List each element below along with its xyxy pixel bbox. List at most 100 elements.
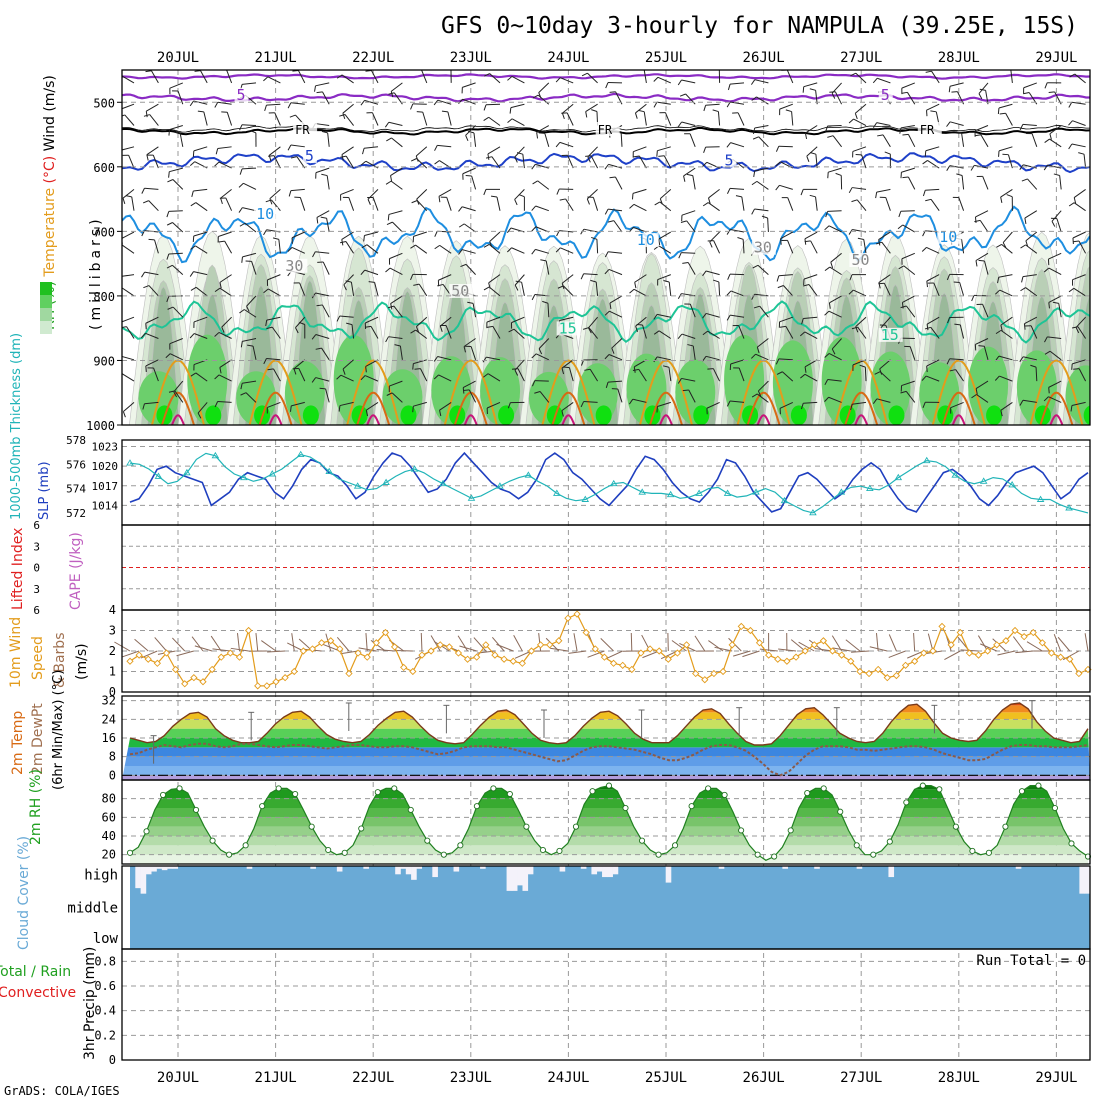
wind-barb-flag xyxy=(220,197,223,204)
wind-barb-flag xyxy=(1006,194,1013,198)
contour-label-bg xyxy=(595,121,620,136)
wind-speed-marker xyxy=(865,669,873,678)
wind-speed-marker xyxy=(436,641,444,649)
wind-barb-flag xyxy=(682,261,689,264)
wind-barb xyxy=(273,368,281,382)
wind-barb xyxy=(463,338,476,347)
wind-barb-flag xyxy=(726,229,731,235)
wind-barb xyxy=(473,132,477,147)
wind-barb xyxy=(1002,231,1013,243)
contour-plus15 xyxy=(122,300,1090,344)
wind-barb xyxy=(266,103,281,106)
wind-barb-flag xyxy=(586,198,590,205)
wind-barb xyxy=(810,240,818,254)
wind-barb xyxy=(521,282,525,297)
rh-bright-blob xyxy=(986,405,1003,425)
wind-barb-flag xyxy=(726,142,732,148)
wind-barb xyxy=(1058,303,1062,318)
wind-barb xyxy=(901,82,915,89)
cloud-high-clear xyxy=(405,866,412,875)
wind-barb-flag xyxy=(757,390,762,397)
wind-barb-flag xyxy=(412,363,414,370)
wind-barb-flag xyxy=(848,229,853,235)
wind-barb xyxy=(291,401,305,407)
wind-barb xyxy=(804,331,818,339)
wind-barb xyxy=(778,274,793,277)
wind-barb-flag xyxy=(320,216,327,219)
wind-barb-flag xyxy=(677,293,682,299)
rh-swatch xyxy=(40,321,52,334)
rh-marker xyxy=(886,838,893,845)
wind-barb-flag xyxy=(316,91,323,94)
wind-barb xyxy=(274,112,281,126)
wind-speed-marker xyxy=(974,651,983,659)
y-tick-label: 500 xyxy=(93,96,115,110)
wind10-barb xyxy=(340,650,359,655)
wind-barb xyxy=(122,355,135,361)
wind-barb xyxy=(931,70,940,84)
wind-barb-flag xyxy=(561,368,565,375)
wind-barb-flag xyxy=(514,369,519,376)
wind-barb xyxy=(909,346,916,360)
wind-barb-flag xyxy=(702,161,708,167)
wind-barb xyxy=(122,373,135,382)
wind-barb-flag xyxy=(926,324,929,331)
wind-barb xyxy=(1025,287,1038,297)
wind-barb-flag xyxy=(386,221,393,226)
wind-speed-marker xyxy=(673,649,682,657)
wind-barb-flag xyxy=(663,279,670,283)
wind-speed-marker xyxy=(336,645,344,653)
wind-barb-flag xyxy=(342,113,346,120)
wind-speed-marker xyxy=(920,649,928,657)
wind-barb xyxy=(738,367,745,382)
cloud-level-label: low xyxy=(93,931,119,947)
wind-barb xyxy=(1031,133,1038,147)
wind-barb xyxy=(692,175,696,190)
wind-barb xyxy=(122,146,135,151)
wind-barb-flag xyxy=(775,161,781,167)
rh-marker xyxy=(572,823,580,830)
wind-barb-flag xyxy=(1068,287,1075,293)
contour-minus5 xyxy=(122,92,1090,103)
wind-barb-flag xyxy=(483,243,490,248)
wind-speed-marker xyxy=(609,659,618,667)
wind10-barb xyxy=(642,650,660,659)
wind-barb xyxy=(462,98,476,105)
thickness-marker xyxy=(951,471,960,478)
wind-barb xyxy=(975,380,989,389)
wind-barb-flag xyxy=(953,281,960,283)
wind-barb-flag xyxy=(653,356,658,363)
wind-barb xyxy=(372,197,379,211)
wind-barb xyxy=(634,274,647,283)
wind-barb xyxy=(782,371,794,382)
wind-barb xyxy=(1083,154,1087,169)
cape-tick-label: 3 xyxy=(33,540,40,553)
wind-barb xyxy=(804,231,818,240)
wind-barb xyxy=(1022,274,1037,278)
rh-marker xyxy=(193,806,200,813)
wind10-barb xyxy=(1053,633,1062,652)
wind-barb xyxy=(535,353,550,361)
wind-barb-flag xyxy=(197,412,202,419)
cape-tick-label: 0 xyxy=(33,562,40,575)
wind-barb-flag xyxy=(465,174,472,177)
wind-speed-marker xyxy=(911,657,919,665)
wind-barb xyxy=(487,373,501,382)
wind10-barb xyxy=(261,640,277,652)
wind-barb xyxy=(730,290,745,297)
wind-barb-flag xyxy=(145,70,152,73)
wind-barb xyxy=(218,161,232,169)
wind-barb xyxy=(876,188,891,193)
wind-barb xyxy=(1072,231,1086,239)
rh-axis-label: 2m RH (%) xyxy=(28,769,44,845)
day-label-bottom: 28JUL xyxy=(938,1070,980,1086)
wind-barb xyxy=(226,70,233,84)
wind-barb xyxy=(632,188,647,194)
wind-barb-flag xyxy=(873,122,878,128)
wind-barb xyxy=(1025,231,1038,242)
wind-barb xyxy=(829,295,842,304)
wind-speed-marker xyxy=(171,665,180,674)
wind-barb xyxy=(975,252,989,261)
